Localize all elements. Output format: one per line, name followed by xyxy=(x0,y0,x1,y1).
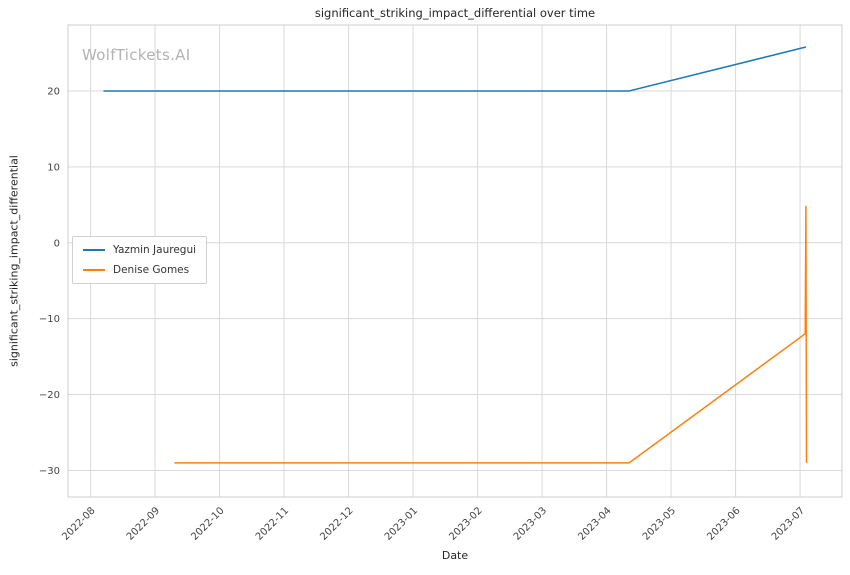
x-axis-label: Date xyxy=(441,549,469,562)
legend-swatch-series-0 xyxy=(83,249,105,251)
x-tick-label: 2023-07 xyxy=(770,505,807,542)
legend-label-series-1: Denise Gomes xyxy=(113,264,190,276)
series-line-yazmin-jauregui xyxy=(103,46,807,92)
legend-item: Denise Gomes xyxy=(83,264,196,276)
x-tick-label: 2023-06 xyxy=(705,505,742,542)
x-tick-label: 2023-01 xyxy=(383,505,420,542)
y-tick-label: 10 xyxy=(47,162,60,173)
x-tick-label: 2023-03 xyxy=(512,505,549,542)
y-axis-label: significant_striking_impact_differential xyxy=(7,155,21,367)
watermark: WolfTickets.AI xyxy=(82,46,191,64)
x-tick-label: 2023-05 xyxy=(641,505,678,542)
y-tick-label: 0 xyxy=(54,238,60,249)
x-tick-label: 2023-04 xyxy=(576,505,613,542)
chart-title: significant_striking_impact_differential… xyxy=(314,6,596,20)
y-tick-label: 20 xyxy=(47,87,60,98)
x-tick-label: 2022-11 xyxy=(254,505,291,542)
legend-label-series-0: Yazmin Jauregui xyxy=(113,244,197,256)
x-tick-label: 2022-12 xyxy=(318,505,355,542)
series-line-denise-gomes xyxy=(174,205,808,464)
x-tick-label: 2022-08 xyxy=(60,505,97,542)
legend: Yazmin Jauregui Denise Gomes xyxy=(72,236,208,284)
y-tick-label: −30 xyxy=(39,466,60,477)
y-tick-label: −20 xyxy=(39,390,60,401)
y-tick-label: −10 xyxy=(39,314,60,325)
legend-swatch-series-1 xyxy=(83,269,105,271)
x-tick-label: 2022-10 xyxy=(189,505,226,542)
axis-border xyxy=(67,24,843,498)
x-tick-label: 2022-09 xyxy=(125,505,162,542)
legend-item: Yazmin Jauregui xyxy=(83,244,196,256)
x-tick-label: 2023-02 xyxy=(447,505,484,542)
